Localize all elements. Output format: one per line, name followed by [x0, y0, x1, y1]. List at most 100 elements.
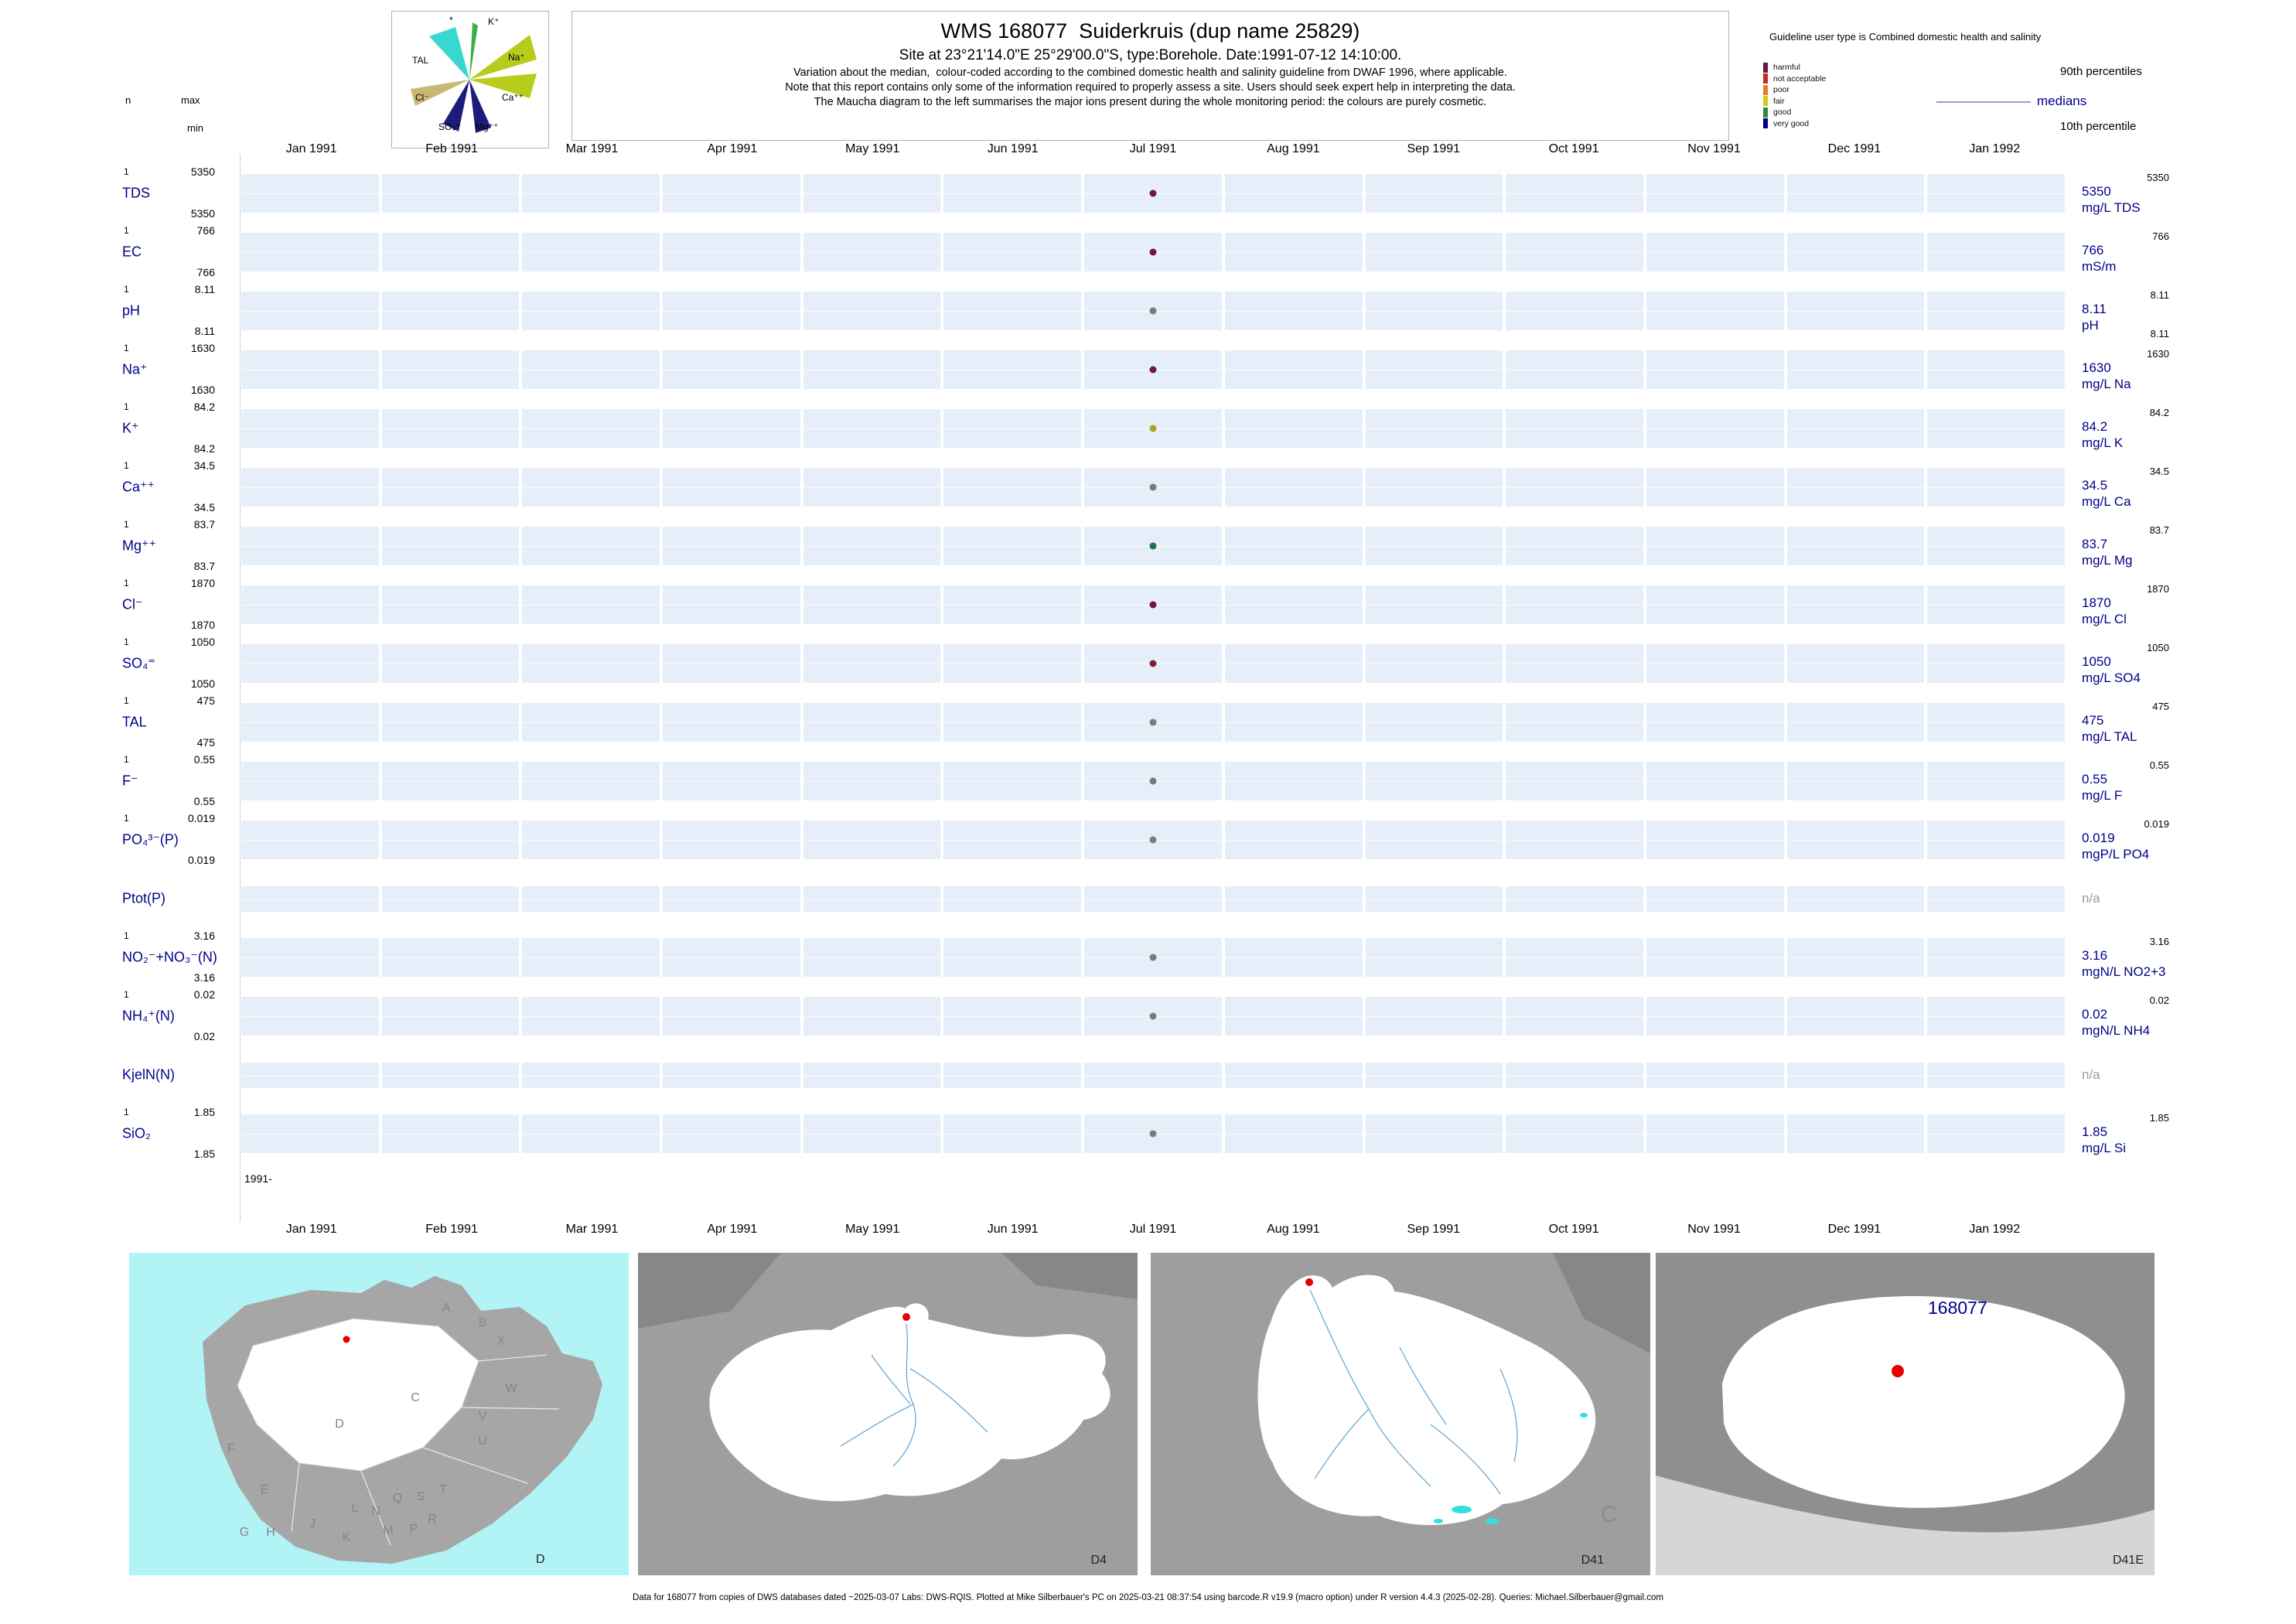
median-value: 475	[2082, 713, 2104, 728]
sample-count: 1	[124, 166, 129, 177]
month-cell	[1646, 527, 1784, 565]
month-cell	[803, 233, 941, 271]
month-cell	[1786, 468, 1925, 507]
drainage-region-letter: W	[505, 1382, 517, 1395]
month-cell	[522, 1063, 660, 1088]
month-label: Sep 1991	[1407, 1223, 1461, 1236]
month-label: Jul 1991	[1129, 142, 1177, 155]
sample-dot	[1149, 248, 1157, 256]
drainage-region-letter: D	[335, 1418, 344, 1431]
timeseries-band	[241, 233, 2065, 271]
month-cell	[1646, 292, 1784, 330]
month-cell	[1084, 762, 1222, 800]
month-cell	[1365, 174, 1503, 213]
sample-count: 1	[124, 401, 129, 412]
report-header: WMS 168077 Suiderkruis (dup name 25829) …	[571, 11, 1729, 141]
month-label: Aug 1991	[1267, 142, 1320, 155]
month-cell	[1506, 468, 1643, 507]
month-cell	[943, 703, 1082, 742]
month-cell	[241, 585, 379, 624]
month-cell	[943, 468, 1082, 507]
p90-value: 1630	[2147, 348, 2169, 360]
map-corner-label-d41e: D41E	[2112, 1554, 2144, 1567]
guideline-swatch	[1763, 107, 1768, 118]
month-cell	[241, 821, 379, 859]
maucha-label-k: K⁺	[488, 16, 500, 27]
month-cell	[1506, 886, 1643, 912]
month-cell	[943, 886, 1082, 912]
month-cell	[803, 1114, 941, 1153]
month-cell	[241, 468, 379, 507]
month-label: Jan 1992	[1969, 1223, 2021, 1236]
month-cell	[1786, 703, 1925, 742]
month-cell	[1365, 886, 1503, 912]
month-cell	[381, 997, 520, 1035]
month-cell	[1224, 409, 1363, 448]
median-value: 1630	[2082, 360, 2111, 375]
month-axis-top: Jan 1991 Feb 1991 Mar 1991 Apr 1991 May 1991…	[0, 142, 2296, 158]
parameter-name: Ca⁺⁺	[122, 479, 155, 495]
month-cell	[1646, 886, 1784, 912]
no-data-label: n/a	[2082, 1067, 2100, 1082]
month-cell	[381, 527, 520, 565]
pan-waterbody	[1486, 1518, 1499, 1524]
guideline-level-label: poor	[1773, 85, 1790, 95]
month-cell	[1786, 886, 1925, 912]
month-cell	[1927, 1063, 2065, 1088]
site-location-dot	[1892, 1365, 1904, 1377]
unit-label: pH	[2082, 318, 2099, 333]
month-cell	[522, 409, 660, 448]
catchment-area	[709, 1303, 1110, 1502]
no-data-label: n/a	[2082, 891, 2100, 906]
max-value: 84.2	[193, 401, 215, 413]
month-cell	[943, 174, 1082, 213]
month-cell	[381, 468, 520, 507]
month-cell	[241, 174, 379, 213]
guideline-level-label: fair	[1773, 96, 1785, 106]
d41-catchment-map	[1151, 1253, 1650, 1575]
unit-label: mg/L TAL	[2082, 729, 2137, 744]
month-label: Feb 1991	[425, 1223, 478, 1236]
month-cell	[943, 585, 1082, 624]
month-cell	[1646, 585, 1784, 624]
month-cell	[522, 1114, 660, 1153]
month-cell	[241, 938, 379, 977]
timeseries-band	[241, 468, 2065, 507]
month-cell	[663, 468, 800, 507]
shaded-region	[1001, 1253, 1138, 1299]
guideline-swatch	[1763, 118, 1768, 129]
param-row-cl: Cl⁻ 1 1870 1870 1870 1870 mg/L Cl	[0, 575, 2296, 634]
month-cell	[1084, 938, 1222, 977]
month-cell	[1224, 468, 1363, 507]
month-cell	[381, 703, 520, 742]
month-cell	[1224, 350, 1363, 389]
month-cell	[1927, 174, 2065, 213]
site-location-dot	[343, 1336, 350, 1343]
param-row-ca: Ca⁺⁺ 1 34.5 34.5 34.5 34.5 mg/L Ca	[0, 458, 2296, 517]
month-label: Apr 1991	[707, 142, 758, 155]
month-cell	[522, 938, 660, 977]
month-cell	[1084, 644, 1222, 683]
drainage-region-letter: N	[371, 1505, 380, 1518]
timeseries-band	[241, 174, 2065, 213]
median-value: 83.7	[2082, 537, 2108, 551]
sample-dot	[1149, 660, 1157, 667]
site-location-dot	[902, 1313, 910, 1321]
month-label: Jun 1991	[987, 1223, 1039, 1236]
month-cell	[381, 350, 520, 389]
p90-value: 766	[2152, 230, 2169, 242]
maucha-label-na: Na⁺	[508, 52, 525, 63]
sample-dot	[1149, 425, 1157, 432]
guideline-level: very good	[1763, 118, 1826, 130]
map-region-d41e: 168077 D41E	[1656, 1253, 2154, 1575]
p90-value: 0.55	[2149, 759, 2169, 771]
month-cell	[1365, 350, 1503, 389]
unit-label: mgP/L PO4	[2082, 847, 2150, 861]
month-cell	[1365, 703, 1503, 742]
month-cell	[663, 350, 800, 389]
month-cell	[803, 1063, 941, 1088]
p10-legend-label: 10th percentile	[2060, 120, 2137, 133]
guideline-level: good	[1763, 107, 1826, 118]
sample-dot	[1149, 836, 1157, 844]
month-cell	[1365, 468, 1503, 507]
